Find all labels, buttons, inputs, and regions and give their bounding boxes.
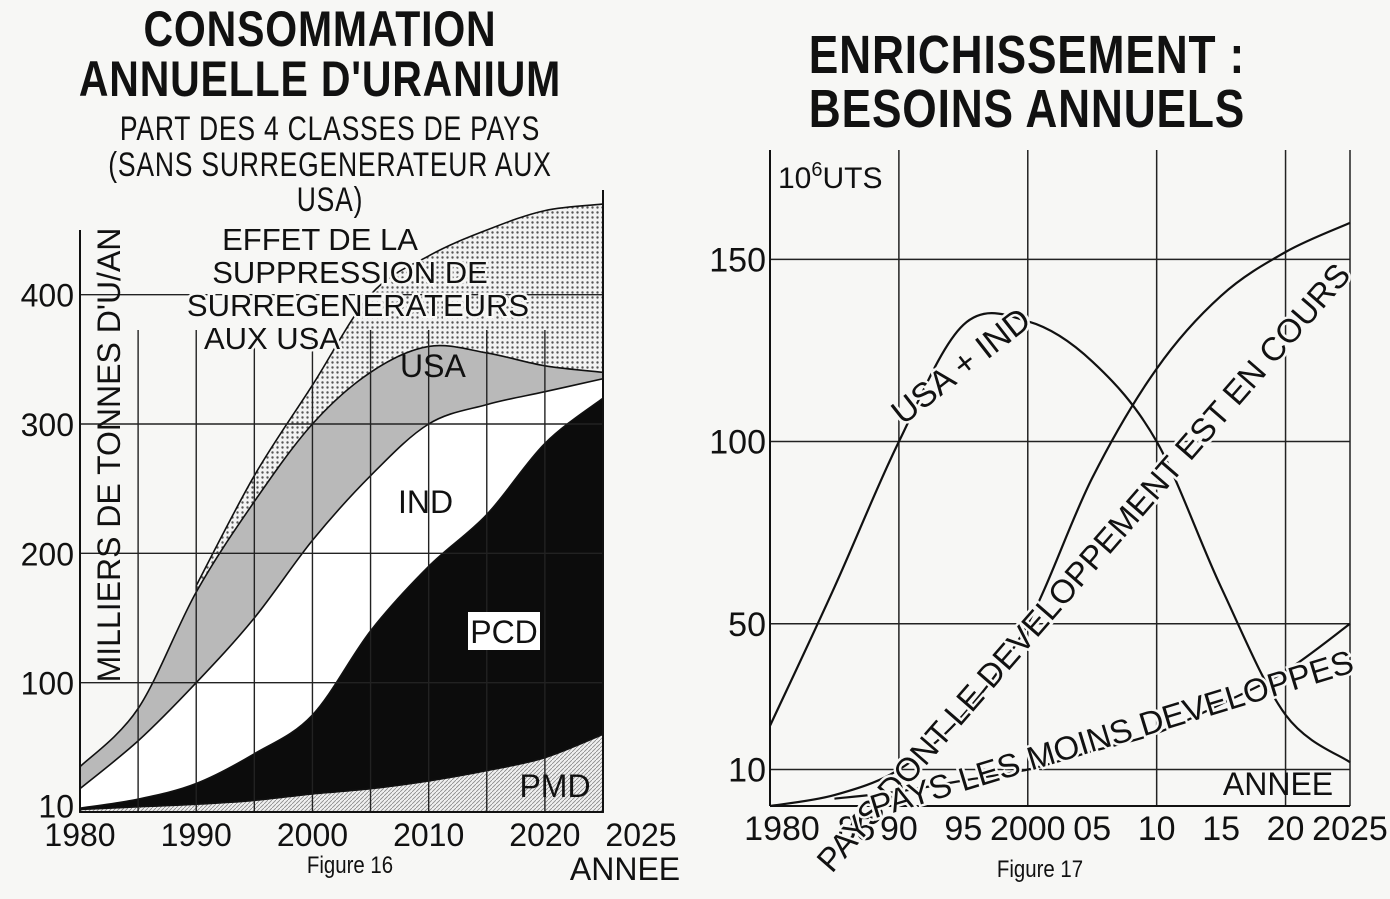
x-tick-label: 2025	[1312, 810, 1388, 848]
pmd-label: PMD	[519, 768, 590, 804]
effet-label-line: SUPPRESSION DE	[212, 255, 488, 290]
x-axis-label: ANNEE	[1223, 766, 1333, 802]
y-tick-label: 300	[21, 407, 74, 443]
usa-label: USA	[400, 348, 466, 384]
usa-ind-label: USA + IND	[884, 300, 1038, 432]
x-tick-label: 15	[1202, 810, 1240, 848]
x-tick-label: 85	[838, 810, 876, 848]
x-tick-label: 95	[944, 810, 982, 848]
y-axis-label: MILLIERS DE TONNES D'U/AN	[91, 228, 127, 683]
effet-label-line: AUX USA	[204, 321, 340, 356]
pcd-label-box	[468, 612, 540, 650]
effet-label-line: EFFET DE LA	[222, 222, 418, 257]
y-tick-label: 100	[21, 666, 74, 702]
x-tick-label: 10	[1138, 810, 1176, 848]
x-tick-label: 90	[880, 810, 918, 848]
x-tick-label: 1980	[44, 817, 115, 853]
y-tick-label: 50	[728, 606, 766, 644]
pmd-line	[834, 622, 1351, 800]
x-tick-label: 2010	[393, 817, 464, 853]
x-axis-label: ANNEE	[570, 851, 680, 887]
chart1-title: CONSOMMATION ANNUELLE D'URANIUM	[78, 1, 562, 107]
chart2-caption: Figure 17	[996, 856, 1084, 883]
x-tick-label: 1990	[161, 817, 232, 853]
x-tick-label: 2025	[605, 817, 676, 853]
x-tick-label: 1980	[744, 810, 820, 848]
unit-sup: 6	[811, 159, 822, 181]
pcd-area	[79, 396, 604, 813]
usa-ind-line	[769, 312, 1351, 764]
y-tick-label: 10	[728, 752, 766, 790]
unit-label: 106UTS	[778, 159, 883, 195]
x-tick-label: 20	[1267, 810, 1305, 848]
chart1-subtitle: PART DES 4 CLASSES DE PAYS (SANS SURREGE…	[108, 110, 552, 220]
x-tick-label: 2020	[509, 817, 580, 853]
y-tick-label: 400	[21, 278, 74, 314]
ind-label: IND	[398, 484, 453, 520]
unit-suffix: UTS	[823, 162, 883, 195]
chart1-svg: 10 100 200 300 400 1980 1990 2000 2010 2020 2025AN…	[21, 190, 680, 887]
pmd-area	[79, 733, 604, 813]
y-tick-label: 10	[38, 789, 74, 825]
effet-label-line: SURREGENERATEURS	[187, 288, 529, 323]
pdc-line	[769, 221, 1351, 808]
x-tick-label: 2000	[277, 817, 348, 853]
chart1-caption: Figure 16	[306, 852, 394, 879]
chart2-title: ENRICHISSEMENT : BESOINS ANNUELS	[808, 25, 1246, 139]
y-tick-label: 200	[21, 536, 74, 572]
y-tick-label: 150	[709, 241, 766, 279]
y-tick-label: 100	[709, 424, 766, 462]
x-tick-label: 05	[1073, 810, 1111, 848]
x-tick-label: 2000	[990, 810, 1066, 848]
pcd-label: PCD	[470, 614, 538, 650]
